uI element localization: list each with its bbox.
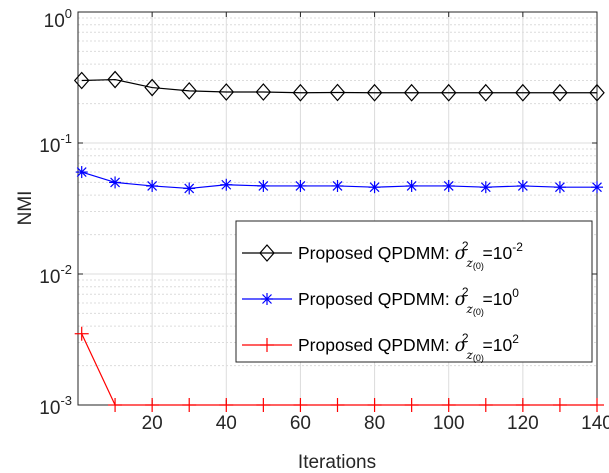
data-point-plus bbox=[293, 398, 308, 412]
legend-label-plus: Proposed QPDMM: σz(0)2 =102 bbox=[298, 331, 519, 363]
data-point-star bbox=[220, 178, 233, 191]
series-layer bbox=[73, 70, 605, 412]
data-point-plus bbox=[256, 398, 271, 412]
data-point-diamond bbox=[515, 83, 531, 102]
legend-entry-star: Proposed QPDMM: σz(0)2 =100 bbox=[242, 285, 519, 317]
data-point-plus bbox=[367, 398, 382, 412]
data-point-star bbox=[442, 179, 455, 192]
legend-entry-diamond: Proposed QPDMM: σz(0)2 =10-2 bbox=[242, 239, 523, 271]
y-tick-labels: 100 10-1 10-2 10-3 bbox=[39, 6, 72, 419]
series-diamond bbox=[73, 70, 605, 102]
legend-label-star: Proposed QPDMM: σz(0)2 =100 bbox=[298, 285, 519, 317]
legend-label-diamond: Proposed QPDMM: σz(0)2 =10-2 bbox=[298, 239, 523, 271]
x-axis-title: Iterations bbox=[298, 452, 376, 473]
legend-entry-plus: Proposed QPDMM: σz(0)2 =102 bbox=[242, 331, 519, 363]
data-point-plus bbox=[108, 398, 123, 412]
y-tick-label: 10-2 bbox=[39, 262, 72, 288]
data-point-diamond bbox=[552, 83, 568, 102]
y-tick-label: 100 bbox=[44, 6, 72, 32]
data-point-diamond bbox=[329, 83, 346, 102]
x-tick-label: 40 bbox=[216, 413, 237, 434]
y-axis-title: NMI bbox=[15, 191, 36, 226]
data-point-diamond bbox=[403, 83, 420, 102]
x-tick-label: 140 bbox=[581, 413, 609, 434]
data-point-star bbox=[479, 181, 492, 194]
data-point-diamond bbox=[181, 81, 198, 100]
data-point-plus bbox=[219, 398, 234, 412]
data-point-plus bbox=[182, 398, 197, 412]
data-point-plus bbox=[515, 398, 530, 412]
x-tick-label: 120 bbox=[507, 413, 539, 434]
data-point-plus bbox=[330, 398, 345, 412]
data-point-star bbox=[405, 179, 418, 192]
series-star bbox=[75, 166, 603, 195]
data-point-plus bbox=[145, 398, 160, 412]
series-line-diamond bbox=[81, 78, 597, 94]
data-point-diamond bbox=[292, 83, 309, 102]
data-point-plus bbox=[441, 398, 456, 412]
data-point-star bbox=[146, 179, 159, 192]
data-point-star bbox=[368, 181, 381, 194]
data-point-star bbox=[294, 179, 307, 192]
data-point-star bbox=[516, 179, 529, 192]
data-point-diamond bbox=[477, 83, 494, 102]
legend-marker-plus bbox=[260, 338, 274, 352]
y-tick-label: 10-1 bbox=[39, 131, 72, 157]
data-point-diamond bbox=[589, 83, 605, 102]
x-tick-label: 60 bbox=[290, 413, 311, 434]
series-plus bbox=[74, 326, 604, 412]
legend: Proposed QPDMM: σz(0)2 =10-2 Proposed QPDM… bbox=[235, 220, 593, 363]
y-tick-label: 10-3 bbox=[39, 393, 72, 419]
legend-marker-diamond bbox=[259, 244, 275, 262]
data-point-diamond bbox=[255, 83, 272, 101]
data-point-diamond bbox=[144, 78, 160, 97]
data-point-star bbox=[75, 166, 88, 179]
legend-marker-star bbox=[261, 293, 273, 305]
data-point-star bbox=[591, 181, 603, 194]
x-tick-label: 80 bbox=[364, 413, 385, 434]
data-point-star bbox=[331, 179, 344, 192]
data-point-diamond bbox=[366, 83, 383, 102]
data-point-plus bbox=[552, 398, 567, 412]
data-point-plus bbox=[590, 398, 604, 412]
x-tick-label: 100 bbox=[433, 413, 465, 434]
data-point-plus bbox=[404, 398, 419, 412]
data-point-diamond bbox=[107, 70, 123, 89]
data-point-star bbox=[553, 181, 566, 194]
data-point-star bbox=[257, 179, 270, 192]
x-tick-label: 20 bbox=[142, 413, 163, 434]
data-point-diamond bbox=[218, 83, 235, 101]
data-point-diamond bbox=[73, 71, 90, 90]
data-point-plus bbox=[478, 398, 493, 412]
legend-box bbox=[235, 220, 593, 363]
data-point-star bbox=[109, 176, 122, 189]
data-point-plus bbox=[74, 326, 89, 341]
data-point-star bbox=[183, 182, 196, 195]
data-point-diamond bbox=[440, 83, 457, 102]
x-tick-labels: 20 40 60 80 100 120 140 bbox=[142, 413, 609, 434]
